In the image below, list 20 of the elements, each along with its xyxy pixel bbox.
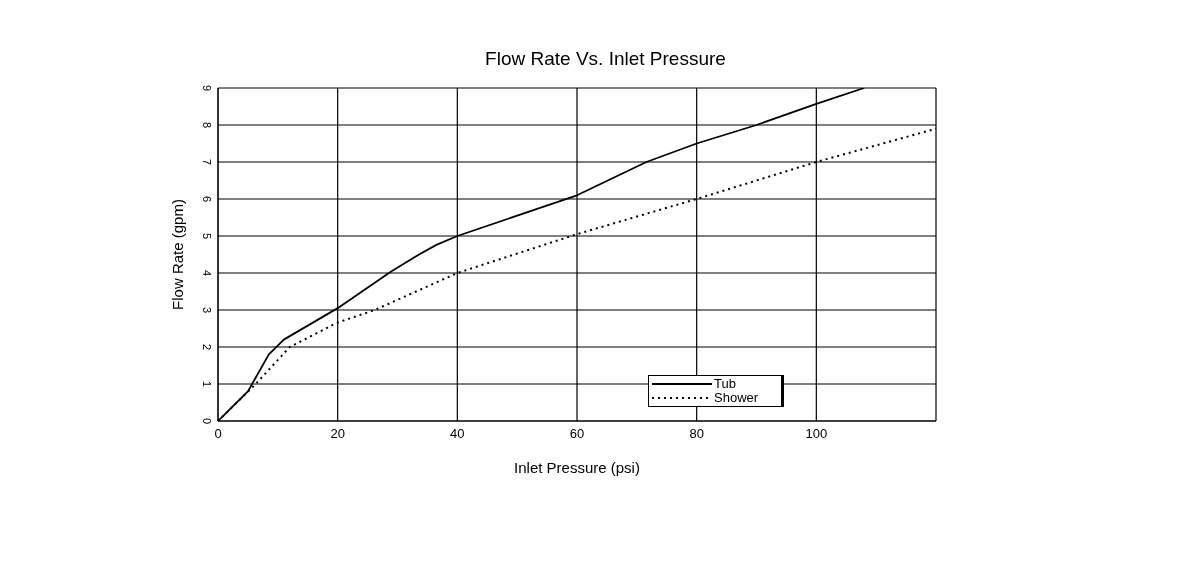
y-tick-label: 1 bbox=[201, 380, 214, 388]
y-tick-label: 9 bbox=[201, 84, 214, 92]
y-tick-label: 0 bbox=[201, 417, 214, 425]
y-tick-label: 3 bbox=[201, 306, 214, 314]
x-axis-title: Inlet Pressure (psi) bbox=[514, 459, 640, 476]
x-tick-label: 100 bbox=[805, 426, 828, 442]
y-tick-label: 4 bbox=[201, 269, 214, 277]
legend-label: Shower bbox=[714, 390, 759, 405]
x-tick-label: 40 bbox=[450, 426, 465, 442]
y-tick-label: 7 bbox=[201, 158, 214, 166]
x-tick-label: 80 bbox=[689, 426, 704, 442]
legend-label: Tub bbox=[714, 376, 736, 391]
x-tick-label: 60 bbox=[569, 426, 585, 442]
y-tick-label: 2 bbox=[201, 343, 214, 351]
x-tick-label: 20 bbox=[330, 426, 345, 442]
y-tick-label: 6 bbox=[201, 195, 214, 203]
y-tick-label: 5 bbox=[201, 232, 214, 240]
y-axis-title: Flow Rate (gpm) bbox=[169, 199, 187, 310]
y-tick-label: 8 bbox=[201, 121, 214, 129]
chart-title: Flow Rate Vs. Inlet Pressure bbox=[484, 48, 727, 70]
